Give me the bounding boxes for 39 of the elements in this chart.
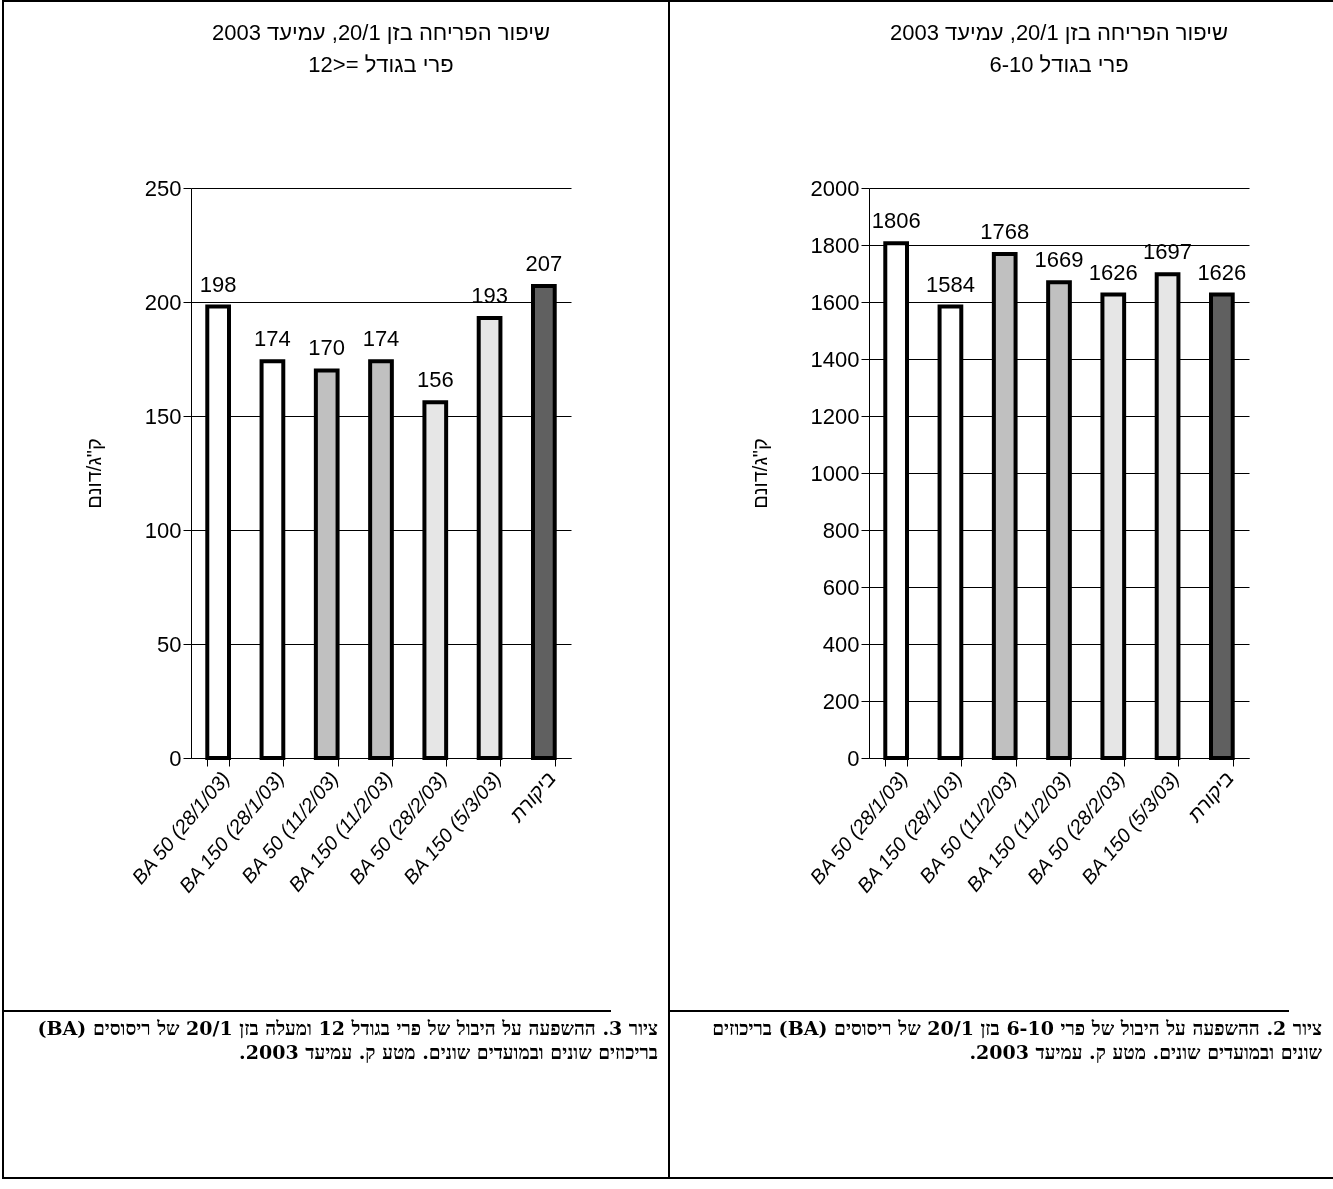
y-tick-label: 1800: [810, 232, 860, 258]
y-axis-title: ק"ג/דונם: [748, 438, 771, 509]
y-axis-title: ק"ג/דונם: [82, 438, 105, 509]
x-tick-label: ביקורת: [1182, 767, 1238, 827]
text: ציור 3. ההשפעה על היבול של פרי בגודל 12 ומעלה בזן 20/1 של ריסוסים (BA) בריכוזים שונים ובמועדים שונים. מטע ק. עמיעד 2003.: [36, 1016, 658, 1064]
y-tick-label: 200: [822, 688, 860, 714]
y-tick-label: 2000: [810, 175, 860, 201]
data-label: 156: [416, 367, 454, 393]
y-tick-label: 1400: [810, 346, 860, 372]
chart-subtitle: פרי בגודל 6-10: [989, 52, 1129, 77]
y-tick-label: 250: [144, 175, 182, 201]
y-tick-label: 100: [144, 517, 182, 543]
y-tick-label: 150: [144, 403, 182, 429]
y-tick-label: 1200: [810, 403, 860, 429]
data-label: 198: [199, 271, 237, 297]
data-label: 1626: [1088, 259, 1138, 285]
data-label: 174: [254, 326, 291, 352]
data-label: 207: [525, 251, 563, 277]
data-label: 1669: [1034, 247, 1084, 273]
y-tick-label: 200: [144, 289, 182, 315]
y-tick-label: 600: [822, 574, 860, 600]
y-tick-label: 400: [822, 631, 860, 657]
data-label: 1584: [925, 271, 975, 297]
x-tick-label: ביקורת: [504, 767, 560, 827]
data-label: 1806: [871, 208, 921, 234]
text: ציור 2. ההשפעה על היבול של פרי 6-10 בזן 20/1 של ריסוסים (BA) בריכוזים שונים ובמועדים שונים. מטע ק. עמיעד 2003.: [711, 1016, 1322, 1064]
y-tick-label: 1000: [810, 460, 860, 486]
data-label: 1626: [1197, 259, 1247, 285]
data-label: 174: [362, 326, 400, 352]
data-label: 1768: [980, 219, 1030, 245]
y-tick-label: 800: [822, 517, 860, 543]
y-tick-label: 50: [157, 631, 182, 657]
y-tick-label: 0: [847, 745, 860, 771]
y-tick-label: 1600: [810, 289, 860, 315]
chart-title: שיפור הפריחה בזן 20/1, עמיעד 2003: [211, 20, 551, 45]
y-tick-label: 0: [169, 745, 182, 771]
data-label: 170: [308, 335, 346, 361]
chart-subtitle: פרי בגודל =<12: [308, 52, 454, 77]
chart-title: שיפור הפריחה בזן 20/1, עמיעד 2003: [889, 20, 1229, 45]
